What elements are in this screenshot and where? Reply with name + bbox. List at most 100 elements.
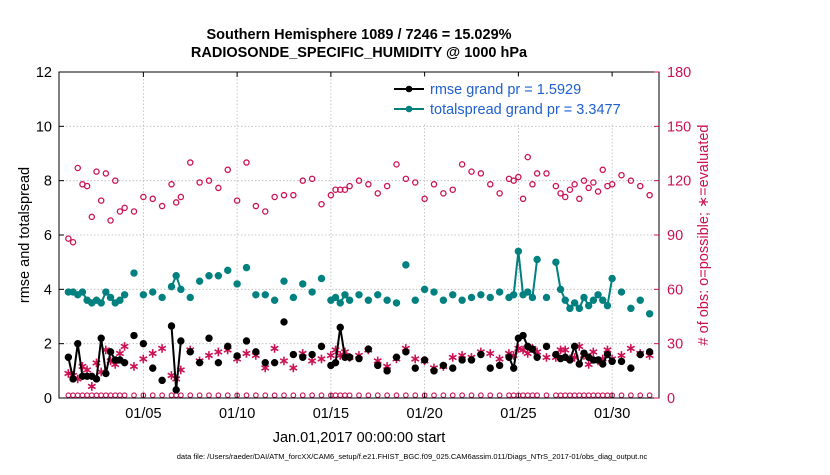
left-axis-label: rmse and totalspread (17, 167, 33, 303)
totalspread-point (317, 274, 326, 283)
possible-point (637, 182, 644, 190)
possible-point (205, 177, 213, 184)
possible-baseline-point (309, 392, 315, 399)
possible-point (543, 170, 550, 177)
possible-baseline-point (468, 392, 475, 399)
evaluated-point: ∗ (625, 340, 636, 355)
possible-baseline-point (524, 392, 531, 399)
possible-baseline-point (318, 392, 325, 399)
possible-point (93, 168, 100, 175)
evaluated-point: ∗ (541, 349, 552, 364)
possible-baseline-point (557, 392, 564, 399)
possible-point (590, 179, 597, 186)
evaluated-point: ∗ (110, 357, 121, 372)
evaluated-point: ∗ (72, 371, 83, 386)
evaluated-point: ∗ (410, 351, 421, 366)
totalspread-point (495, 288, 504, 296)
left-tick-label: 4 (44, 282, 52, 298)
possible-baseline-point (637, 392, 644, 399)
evaluated-point: ∗ (522, 346, 533, 361)
evaluated-point: ∗ (513, 340, 524, 355)
totalspread-point (528, 293, 537, 302)
possible-baseline-point (70, 392, 76, 399)
totalspread-point (177, 285, 185, 294)
rmse-point (299, 353, 307, 361)
totalspread-point (289, 293, 298, 302)
possible-baseline-point (98, 392, 105, 399)
possible-point (346, 182, 353, 190)
possible-baseline-point (337, 392, 344, 399)
totalspread-point (106, 293, 115, 302)
possible-baseline-point (281, 392, 287, 399)
evaluated-point: ∗ (288, 360, 299, 375)
totalspread-point (509, 291, 518, 299)
totalspread-point (599, 296, 607, 304)
totalspread-point (420, 285, 429, 294)
totalspread-point (345, 296, 354, 304)
totalspread-point (594, 291, 602, 299)
possible-baseline-point (595, 392, 601, 399)
evaluated-point: ∗ (91, 355, 102, 370)
rmse-point (411, 364, 419, 372)
evaluated-point: ∗ (574, 338, 585, 353)
left-tick-label: 8 (44, 174, 52, 190)
rmse-point (92, 375, 101, 383)
possible-point (177, 193, 185, 201)
left-tick-label: 12 (36, 65, 52, 81)
totalspread-point (186, 293, 194, 302)
rmse-point (430, 367, 438, 375)
possible-baseline-point (431, 392, 437, 399)
rmse-point (331, 358, 340, 367)
possible-point (65, 235, 72, 242)
possible-point (271, 193, 278, 201)
possible-baseline-point (403, 392, 409, 399)
possible-baseline-point (346, 392, 353, 399)
possible-baseline-point (290, 392, 297, 399)
totalspread-point (242, 263, 251, 272)
evaluated-point: ∗ (485, 346, 496, 361)
possible-baseline-point (224, 392, 231, 399)
x-tick-label: 01/05 (125, 406, 161, 422)
right-tick-label: 30 (667, 337, 683, 353)
possible-baseline-point (449, 392, 456, 399)
possible-baseline-point (478, 392, 484, 399)
legend-totalspread-marker (405, 105, 413, 113)
evaluated-point: ∗ (518, 342, 529, 357)
possible-point (243, 159, 250, 166)
totalspread-line (508, 251, 539, 300)
rmse-point (364, 345, 373, 353)
legend-box (389, 76, 655, 124)
evaluated-point: ∗ (297, 346, 308, 361)
possible-baseline-point (88, 392, 95, 399)
rmse-point (139, 339, 148, 348)
rmse-point (355, 354, 363, 363)
possible-point (585, 184, 592, 192)
rmse-point (509, 364, 518, 372)
rmse-point (177, 337, 185, 345)
rmse-point (270, 358, 279, 367)
legend: rmse grand pr = 1.5929 totalspread grand… (389, 76, 655, 124)
possible-baseline-point (618, 392, 625, 399)
possible-point (557, 190, 564, 197)
totalspread-point (645, 310, 654, 318)
right-tick-label: 60 (667, 282, 683, 298)
rmse-point (69, 375, 77, 383)
totalspread-point (467, 293, 476, 302)
rmse-point (106, 348, 115, 356)
possible-point (566, 186, 574, 193)
possible-baseline-point (576, 392, 583, 399)
totalspread-point (78, 288, 87, 296)
totalspread-point (449, 291, 457, 299)
rmse-point (336, 323, 344, 332)
totalspread-point (486, 293, 494, 302)
possible-baseline-point (628, 392, 634, 399)
totalspread-point (224, 266, 232, 275)
evaluated-point: ∗ (105, 353, 116, 368)
possible-point (524, 153, 532, 161)
possible-point (168, 181, 175, 188)
totalspread-point (252, 291, 260, 299)
evaluated-point: ∗ (588, 344, 599, 359)
evaluated-point: ∗ (119, 338, 130, 353)
evaluated-point: ∗ (532, 344, 543, 359)
